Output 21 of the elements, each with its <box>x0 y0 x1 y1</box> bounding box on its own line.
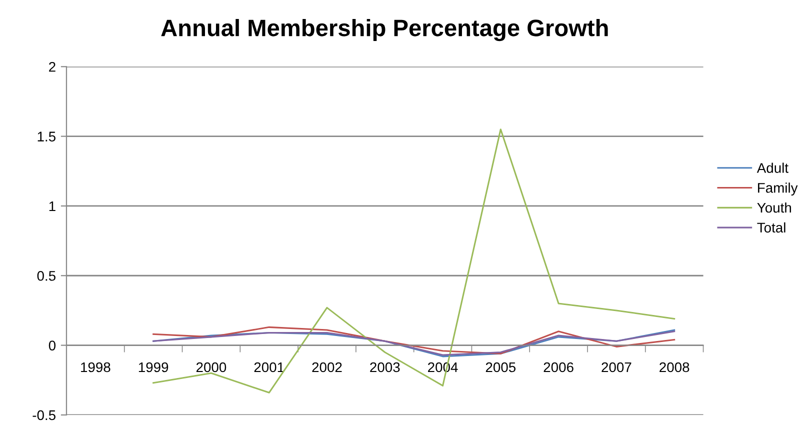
y-tick-label: 0.5 <box>37 270 56 281</box>
x-tick-label: 2001 <box>254 362 284 372</box>
legend-label: Total <box>757 222 786 233</box>
y-tick-label: -0.5 <box>32 410 56 420</box>
y-tick-label: 0 <box>48 340 56 350</box>
x-tick-label: 2000 <box>196 362 226 372</box>
legend-label: Family <box>758 182 798 196</box>
x-tick-label: 1998 <box>81 362 110 372</box>
y-tick-label: 2 <box>49 62 56 72</box>
x-tick-label: 2007 <box>602 362 632 372</box>
x-tick-label: 2006 <box>544 362 574 372</box>
y-tick-label: 1 <box>49 201 56 212</box>
x-tick-label: 2003 <box>370 362 400 372</box>
x-tick-label: 1999 <box>138 362 168 372</box>
legend-label: Adult <box>756 162 788 173</box>
legend-label: Youth <box>757 202 791 213</box>
chart-title: Annual Membership Percentage Growth <box>161 18 608 42</box>
x-tick-label: 2002 <box>312 362 342 372</box>
x-tick-label: 2008 <box>660 362 690 372</box>
y-tick-label: 1.5 <box>38 132 56 142</box>
x-tick-label: 2005 <box>486 362 516 372</box>
